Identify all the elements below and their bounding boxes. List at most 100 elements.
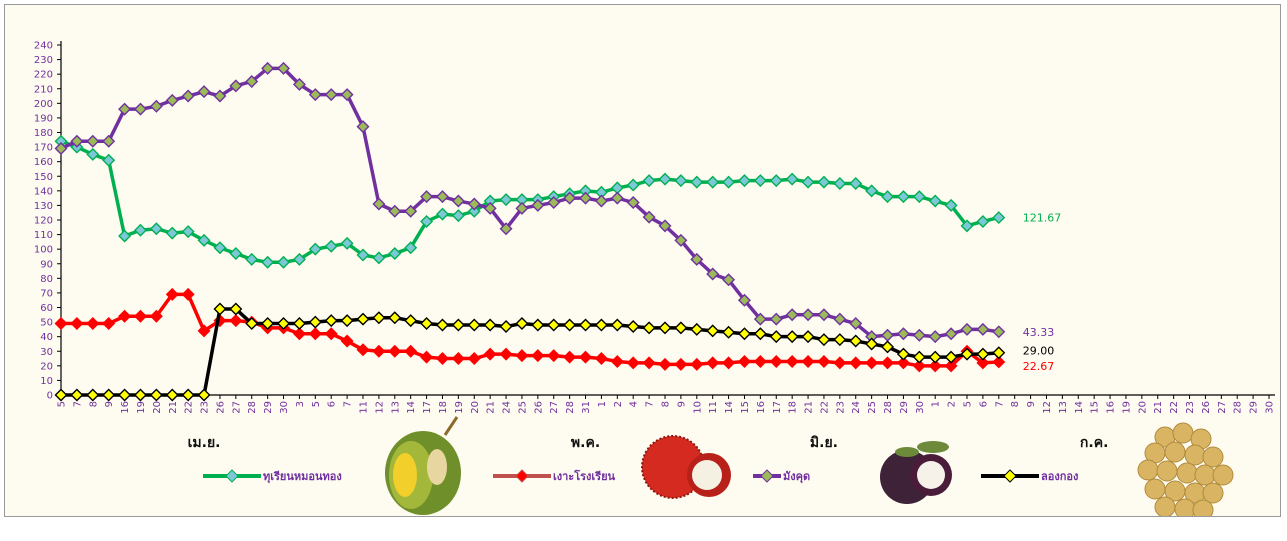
mangosteen-image	[880, 441, 952, 504]
data-point	[833, 356, 847, 370]
data-point	[658, 219, 672, 233]
data-point	[213, 302, 227, 316]
data-point	[435, 352, 449, 366]
x-tick-label: 7	[343, 401, 354, 407]
x-tick-label: 20	[470, 401, 481, 414]
data-point	[181, 287, 195, 301]
data-point	[642, 174, 656, 188]
data-point	[753, 354, 767, 368]
data-point	[229, 79, 243, 93]
x-tick-label: 20	[152, 401, 163, 414]
data-point	[133, 102, 147, 116]
legend-item-longkong[interactable]: ลองกอง	[981, 469, 1078, 483]
y-tick-label: 210	[34, 84, 53, 95]
data-point	[976, 214, 990, 228]
data-point	[292, 77, 306, 91]
x-tick-label: 13	[1058, 401, 1069, 414]
x-tick-label: 5	[311, 401, 322, 407]
data-point	[928, 194, 942, 208]
data-point	[896, 347, 910, 361]
data-point	[70, 134, 84, 148]
x-tick-label: 1	[931, 401, 942, 407]
x-tick-label: 16	[1106, 401, 1117, 414]
y-tick-label: 20	[40, 361, 53, 372]
data-point	[420, 317, 434, 331]
x-tick-label: 13	[390, 401, 401, 414]
longkong-fruit	[1156, 460, 1178, 482]
data-point	[86, 388, 100, 402]
month-label: เม.ย.	[188, 435, 221, 451]
y-tick-label: 0	[47, 391, 53, 402]
x-tick-label: 23	[200, 401, 211, 414]
data-point	[881, 190, 895, 204]
series-2	[54, 61, 1006, 344]
data-point	[737, 174, 751, 188]
data-point	[769, 330, 783, 344]
data-point	[722, 356, 736, 370]
data-point	[992, 346, 1006, 360]
data-point	[817, 175, 831, 189]
x-tick-label: 27	[549, 401, 560, 414]
series-line	[60, 66, 1000, 339]
data-point	[785, 172, 799, 186]
data-point	[976, 347, 990, 361]
data-point	[833, 177, 847, 191]
data-point	[483, 347, 497, 361]
data-point	[467, 204, 481, 218]
x-tick-label: 28	[565, 401, 576, 414]
x-tick-label: 22	[1169, 401, 1180, 414]
y-tick-label: 10	[40, 376, 53, 387]
data-point	[499, 319, 513, 333]
legend-label-longkong: ลองกอง	[1041, 470, 1078, 483]
data-point	[753, 312, 767, 326]
data-point	[849, 356, 863, 370]
data-point	[896, 327, 910, 341]
data-point	[928, 330, 942, 344]
data-point	[547, 349, 561, 363]
data-point	[372, 344, 386, 358]
data-point	[54, 142, 68, 156]
x-tick-label: 17	[422, 401, 433, 414]
end-value-label: 121.67	[1023, 212, 1062, 225]
x-tick-label: 6	[978, 401, 989, 407]
data-point	[133, 223, 147, 237]
data-point	[229, 314, 243, 328]
data-point	[579, 191, 593, 205]
data-point	[229, 247, 243, 261]
data-point	[896, 356, 910, 370]
data-point	[245, 74, 259, 88]
legend-item-rambutan[interactable]: เงาะโรงเรียน	[493, 469, 616, 483]
data-point	[435, 318, 449, 332]
y-tick-label: 70	[40, 288, 53, 299]
data-point	[483, 201, 497, 215]
data-point	[642, 356, 656, 370]
data-point	[944, 350, 958, 364]
legend-item-durian[interactable]: ทุเรียนหมอนทอง	[203, 469, 342, 484]
data-point	[118, 309, 132, 323]
x-tick-label: 26	[533, 401, 544, 414]
data-point	[785, 308, 799, 322]
data-point	[658, 321, 672, 335]
y-tick-label: 60	[40, 303, 53, 314]
data-point	[976, 356, 990, 370]
legend-item-mangosteen[interactable]: มังคุด	[753, 469, 810, 484]
data-point	[722, 175, 736, 189]
data-point	[674, 321, 688, 335]
y-tick-label: 130	[34, 201, 53, 212]
data-point	[467, 352, 481, 366]
data-point	[690, 252, 704, 266]
x-tick-label: 25	[867, 401, 878, 414]
data-point	[690, 175, 704, 189]
x-tick-label: 7	[994, 401, 1005, 407]
chart-frame: 0 10 20 30 40 50 60 70 80 90 100 110 120 130 140 150 160…	[4, 4, 1281, 517]
data-point	[610, 354, 624, 368]
data-point	[737, 327, 751, 341]
data-point	[420, 190, 434, 204]
data-point	[928, 350, 942, 364]
data-point	[451, 194, 465, 208]
data-point	[801, 308, 815, 322]
data-point	[467, 318, 481, 332]
data-point	[292, 317, 306, 331]
data-point	[118, 229, 132, 243]
y-tick-label: 50	[40, 318, 53, 329]
